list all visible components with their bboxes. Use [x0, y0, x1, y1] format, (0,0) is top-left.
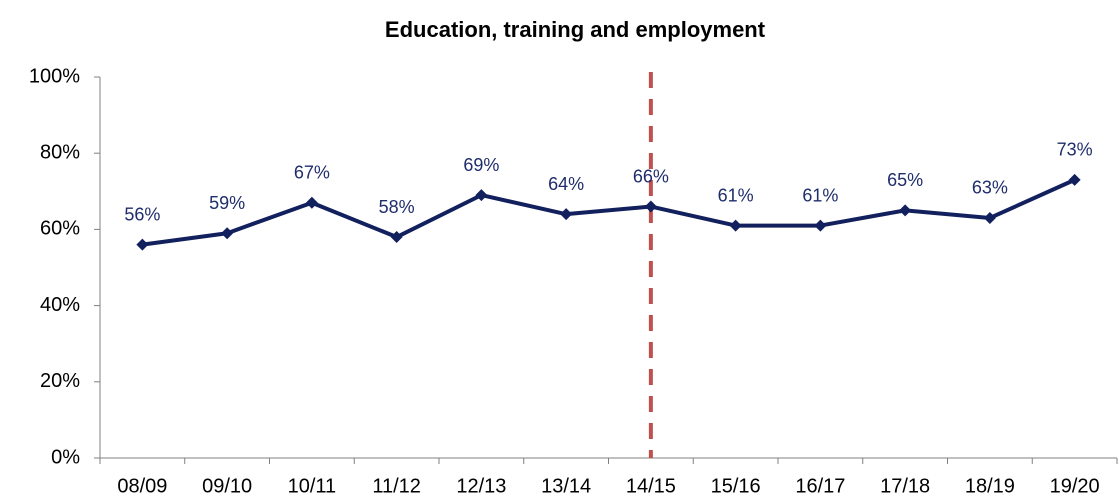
point	[475, 189, 488, 202]
data-label: 56%	[124, 204, 160, 224]
y-tick-label: 80%	[40, 141, 80, 163]
x-tick-label: 10/11	[288, 475, 337, 497]
data-label: 66%	[633, 166, 669, 186]
chart-title: Education, training and employment	[385, 17, 766, 42]
data-label: 61%	[718, 185, 754, 205]
point	[729, 219, 742, 232]
data-label: 64%	[548, 174, 584, 194]
data-label: 59%	[209, 193, 245, 213]
data-label: 69%	[463, 155, 499, 175]
point	[814, 219, 827, 232]
data-label: 73%	[1057, 140, 1093, 160]
point	[560, 208, 573, 221]
x-tick-label: 15/16	[711, 475, 761, 497]
x-tick-label: 12/13	[456, 475, 506, 497]
y-tick-label: 40%	[40, 294, 80, 316]
point	[390, 231, 403, 244]
point	[644, 200, 657, 213]
point	[899, 204, 912, 217]
x-tick-label: 14/15	[626, 475, 676, 497]
point	[221, 227, 234, 240]
y-tick-label: 20%	[40, 370, 80, 392]
x-tick-label: 13/14	[541, 475, 591, 497]
y-tick-label: 0%	[51, 446, 80, 468]
x-tick-label: 08/09	[117, 475, 167, 497]
data-label: 58%	[379, 197, 415, 217]
x-tick-label: 18/19	[965, 475, 1015, 497]
data-label: 67%	[294, 162, 330, 182]
y-tick-label: 60%	[40, 218, 80, 240]
point	[136, 238, 149, 251]
data-label: 65%	[887, 170, 923, 190]
x-tick-label: 09/10	[202, 475, 252, 497]
point	[305, 196, 318, 209]
data-label: 61%	[802, 185, 838, 205]
point	[1068, 173, 1081, 186]
x-tick-label: 11/12	[372, 475, 421, 497]
x-tick-label: 17/18	[880, 475, 930, 497]
x-tick-label: 16/17	[795, 475, 845, 497]
y-tick-label: 100%	[29, 65, 80, 87]
series-line	[142, 178, 1076, 247]
data-label: 63%	[972, 178, 1008, 198]
point	[983, 211, 996, 224]
x-tick-label: 19/20	[1050, 475, 1100, 497]
